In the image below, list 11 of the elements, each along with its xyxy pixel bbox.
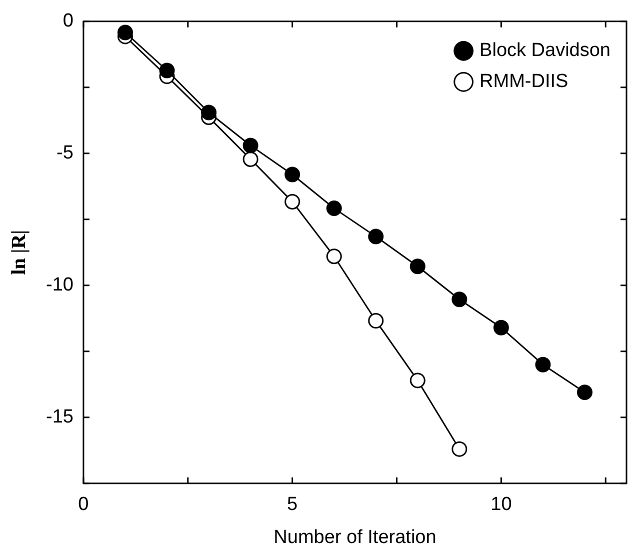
legend-label: Block Davidson: [480, 40, 611, 62]
x-tick-label: 5: [287, 494, 298, 516]
y-axis-title: ln |R|: [8, 230, 30, 275]
legend-label: RMM-DIIS: [480, 71, 568, 92]
x-tick-label: 10: [490, 494, 512, 516]
y-tick-label: -5: [56, 142, 74, 164]
y-tick-label: -15: [46, 406, 74, 428]
x-tick-label: 0: [78, 494, 89, 516]
y-tick-label: -10: [46, 274, 74, 296]
y-tick-label: 0: [62, 10, 74, 32]
x-axis-title: Number of Iteration: [274, 526, 436, 548]
